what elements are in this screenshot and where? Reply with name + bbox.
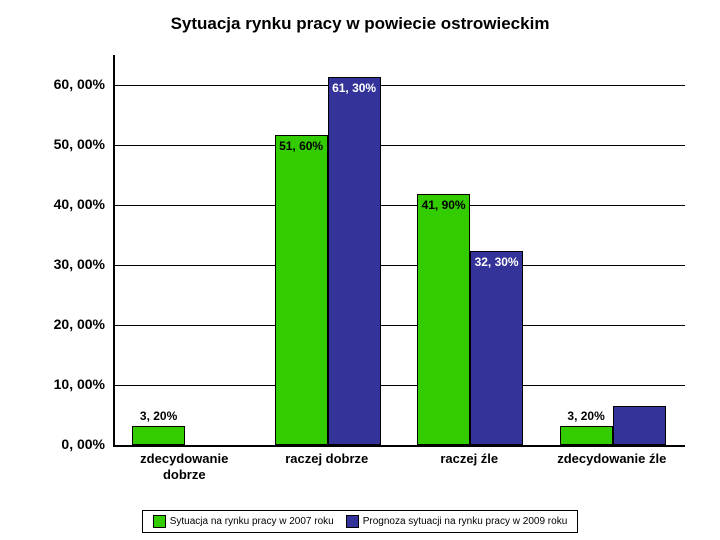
- plot-area: 3, 20%51, 60%61, 30%41, 90%32, 30%3, 20%…: [113, 55, 685, 447]
- y-tick-label: 50, 00%: [10, 136, 105, 152]
- legend-label: Prognoza sytuacji na rynku pracy w 2009 …: [363, 516, 568, 527]
- chart-container: Sytuacja rynku pracy w powiecie ostrowie…: [0, 0, 720, 540]
- bar: [613, 406, 666, 445]
- bar: [560, 426, 613, 445]
- y-tick-label: 60, 00%: [10, 76, 105, 92]
- bar: [275, 135, 328, 445]
- legend-label: Sytuacja na rynku pracy w 2007 roku: [170, 516, 334, 527]
- x-category-label: raczej źle: [398, 451, 541, 467]
- chart-title: Sytuacja rynku pracy w powiecie ostrowie…: [0, 14, 720, 34]
- legend-swatch: [346, 515, 359, 528]
- y-tick-label: 20, 00%: [10, 316, 105, 332]
- bar: [470, 251, 523, 445]
- legend: Sytuacja na rynku pracy w 2007 roku Progn…: [0, 510, 720, 533]
- bar-value-label: 61, 30%: [314, 81, 394, 95]
- legend-swatch: [153, 515, 166, 528]
- chart-area: 3, 20%51, 60%61, 30%41, 90%32, 30%3, 20%…: [113, 55, 683, 445]
- bar-value-label: 6, 50%: [599, 389, 679, 403]
- y-tick-label: 0, 00%: [10, 436, 105, 452]
- y-tick-label: 40, 00%: [10, 196, 105, 212]
- bar: [328, 77, 381, 445]
- x-category-label: raczej dobrze: [256, 451, 399, 467]
- y-tick-label: 30, 00%: [10, 256, 105, 272]
- bar-value-label: 3, 20%: [119, 409, 199, 423]
- bars-layer: 3, 20%51, 60%61, 30%41, 90%32, 30%3, 20%…: [115, 55, 685, 445]
- bar-value-label: 32, 30%: [457, 255, 537, 269]
- legend-box: Sytuacja na rynku pracy w 2007 roku Progn…: [142, 510, 579, 533]
- bar-value-label: 41, 90%: [404, 198, 484, 212]
- x-category-label: zdecydowanie źle: [541, 451, 684, 467]
- bar: [417, 194, 470, 445]
- bar: [132, 426, 185, 445]
- x-category-label: zdecydowaniedobrze: [113, 451, 256, 482]
- y-tick-label: 10, 00%: [10, 376, 105, 392]
